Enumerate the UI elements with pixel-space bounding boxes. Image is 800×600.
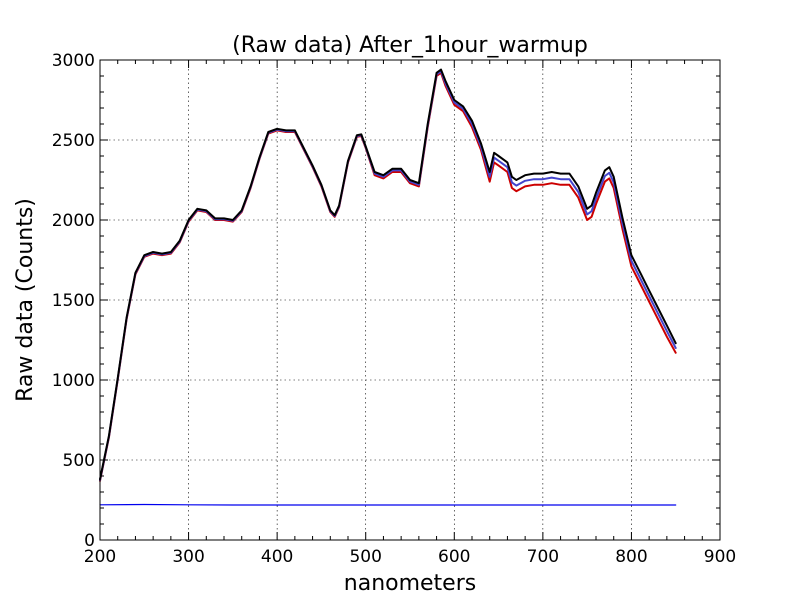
grid-lines [99, 59, 721, 541]
series-lines [99, 68, 677, 506]
y-tick-label: 1000 [52, 371, 95, 391]
y-tick-label: 1500 [52, 291, 95, 311]
y-tick-label: 3000 [52, 51, 95, 71]
x-tick-label: 600 [438, 547, 470, 567]
y-tick-labels: 0 500 1000 1500 2000 2500 3000 [52, 51, 95, 551]
x-tick-label: 200 [84, 547, 116, 567]
x-tick-label: 500 [349, 547, 381, 567]
x-tick-label: 900 [704, 547, 736, 567]
x-tick-label: 400 [261, 547, 293, 567]
x-tick-label: 300 [172, 547, 204, 567]
series-line [99, 68, 677, 481]
y-axis-title: Raw data (Counts) [13, 198, 38, 402]
chart-title: (Raw data) After_1hour_warmup [232, 33, 588, 58]
y-tick-label: 500 [63, 451, 95, 471]
y-tick-label: 2500 [52, 131, 95, 151]
x-tick-label: 700 [527, 547, 559, 567]
series-line [99, 503, 677, 506]
y-tick-label: 0 [84, 531, 95, 551]
x-axis-title: nanometers [344, 571, 476, 596]
series-line [99, 70, 677, 481]
x-tick-labels: 200 300 400 500 600 700 800 900 [84, 547, 736, 567]
y-tick-label: 2000 [52, 211, 95, 231]
axis-ticks [99, 59, 721, 541]
x-tick-label: 800 [615, 547, 647, 567]
series-line [99, 71, 677, 482]
